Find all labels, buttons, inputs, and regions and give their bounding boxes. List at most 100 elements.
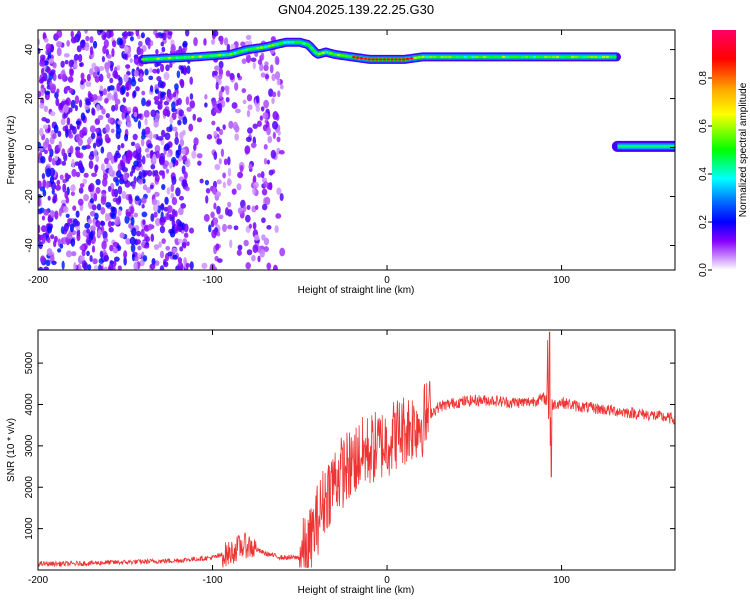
snr-ylabel: SNR (10 * v/v) [6, 418, 17, 482]
noise-blob [123, 256, 127, 266]
noise-blob [63, 53, 70, 58]
noise-blob [277, 130, 281, 136]
noise-blob [45, 43, 52, 52]
noise-blob [149, 263, 156, 270]
noise-blob [133, 212, 139, 218]
noise-blob [100, 195, 107, 205]
noise-blob [263, 64, 269, 72]
noise-blob [99, 85, 104, 92]
noise-blob [41, 236, 46, 245]
noise-blob [182, 116, 188, 125]
noise-blob [38, 224, 41, 234]
noise-blob [110, 206, 116, 213]
noise-blob [86, 250, 90, 257]
noise-blob [111, 48, 115, 58]
noise-blob [56, 40, 63, 48]
noise-blob [259, 115, 264, 121]
noise-blob [247, 104, 253, 111]
noise-blob [121, 105, 128, 114]
noise-blob [174, 136, 179, 145]
noise-blob [112, 70, 118, 79]
noise-blob [104, 157, 109, 165]
noise-blob [144, 126, 151, 135]
tone-sample [536, 55, 540, 59]
noise-blob [65, 97, 71, 107]
tone-sample [459, 55, 464, 59]
noise-blob [215, 82, 219, 90]
noise-blob [50, 44, 54, 53]
noise-blob [157, 136, 164, 141]
tone-sample [482, 55, 487, 59]
noise-blob [237, 244, 243, 251]
noise-blob [110, 64, 114, 72]
noise-blob [276, 136, 281, 143]
noise-blob [147, 143, 153, 149]
noise-blob [46, 67, 52, 74]
noise-blob [269, 64, 274, 74]
tone-sample [244, 48, 249, 52]
noise-blob [104, 98, 109, 104]
noise-blob [157, 80, 164, 88]
noise-blob [98, 257, 104, 264]
noise-blob [186, 65, 191, 75]
noise-blob [38, 197, 41, 207]
noise-blob [60, 199, 67, 205]
tone-sample [202, 55, 206, 58]
tone-sample [325, 51, 329, 54]
noise-blob [159, 225, 166, 234]
noise-blob [189, 227, 195, 234]
noise-blob [115, 127, 122, 135]
noise-blob [176, 225, 181, 231]
tone-sample [455, 55, 460, 59]
noise-blob [94, 118, 101, 125]
tone-sample [451, 55, 456, 59]
noise-blob [148, 131, 153, 141]
noise-blob [102, 177, 108, 187]
noise-blob [170, 44, 176, 53]
noise-blob [218, 73, 223, 80]
tone-sample [271, 43, 276, 47]
noise-blob [171, 126, 178, 132]
noise-blob [147, 41, 151, 50]
tone-sample [593, 55, 598, 59]
noise-blob [109, 77, 114, 84]
noise-blob [89, 45, 94, 56]
snr-frame [37, 329, 676, 571]
tone-sample [613, 55, 617, 59]
tone-sample [463, 55, 468, 59]
tone-sample [352, 55, 356, 59]
tone-sample [609, 55, 613, 59]
noise-blob [76, 45, 82, 53]
noise-blob [85, 35, 90, 42]
noise-blob [92, 94, 98, 101]
noise-blob [155, 150, 160, 159]
noise-blob [101, 240, 107, 250]
noise-blob [66, 117, 71, 126]
noise-blob [263, 158, 268, 165]
noise-blob [218, 90, 223, 100]
noise-blob [120, 142, 125, 149]
noise-blob [279, 247, 286, 257]
noise-blob [191, 150, 197, 159]
noise-blob [96, 95, 103, 102]
noise-blob [67, 76, 74, 83]
noise-blob [276, 187, 282, 196]
noise-blob [69, 68, 74, 77]
noise-blob [117, 120, 123, 125]
noise-blob [266, 225, 272, 230]
noise-blob [101, 108, 106, 115]
noise-blob [192, 113, 197, 121]
noise-blob [213, 70, 218, 76]
noise-blob [60, 60, 65, 68]
noise-blob [222, 181, 227, 189]
tone-sample [256, 46, 260, 50]
noise-blob [189, 100, 196, 109]
noise-blob [99, 30, 104, 34]
noise-blob [142, 255, 148, 262]
tone-sample [486, 55, 491, 59]
noise-blob [57, 248, 62, 253]
noise-blob [124, 133, 129, 142]
noise-blob [51, 260, 57, 266]
noise-blob [76, 30, 82, 40]
noise-blob [163, 261, 169, 268]
